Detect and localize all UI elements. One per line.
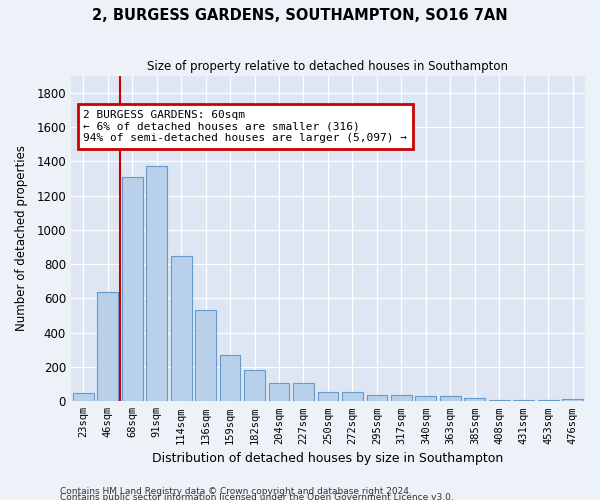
Bar <box>415 396 436 402</box>
Bar <box>562 398 583 402</box>
Bar <box>170 256 191 402</box>
Text: 2 BURGESS GARDENS: 60sqm
← 6% of detached houses are smaller (316)
94% of semi-d: 2 BURGESS GARDENS: 60sqm ← 6% of detache… <box>83 110 407 143</box>
Bar <box>367 395 388 402</box>
Bar <box>317 392 338 402</box>
Text: Contains public sector information licensed under the Open Government Licence v3: Contains public sector information licen… <box>60 494 454 500</box>
Bar <box>244 370 265 402</box>
Bar <box>73 392 94 402</box>
Bar <box>514 400 534 402</box>
Title: Size of property relative to detached houses in Southampton: Size of property relative to detached ho… <box>148 60 508 73</box>
Bar <box>342 392 363 402</box>
Bar <box>489 400 510 402</box>
Bar <box>464 398 485 402</box>
Text: Contains HM Land Registry data © Crown copyright and database right 2024.: Contains HM Land Registry data © Crown c… <box>60 486 412 496</box>
Y-axis label: Number of detached properties: Number of detached properties <box>15 146 28 332</box>
Bar <box>220 355 241 402</box>
Bar <box>269 384 289 402</box>
Bar <box>195 310 216 402</box>
Bar <box>122 176 143 402</box>
X-axis label: Distribution of detached houses by size in Southampton: Distribution of detached houses by size … <box>152 452 503 465</box>
Bar <box>293 384 314 402</box>
Bar <box>146 166 167 402</box>
Bar <box>391 395 412 402</box>
Bar <box>538 400 559 402</box>
Text: 2, BURGESS GARDENS, SOUTHAMPTON, SO16 7AN: 2, BURGESS GARDENS, SOUTHAMPTON, SO16 7A… <box>92 8 508 22</box>
Bar <box>97 292 118 402</box>
Bar <box>440 396 461 402</box>
